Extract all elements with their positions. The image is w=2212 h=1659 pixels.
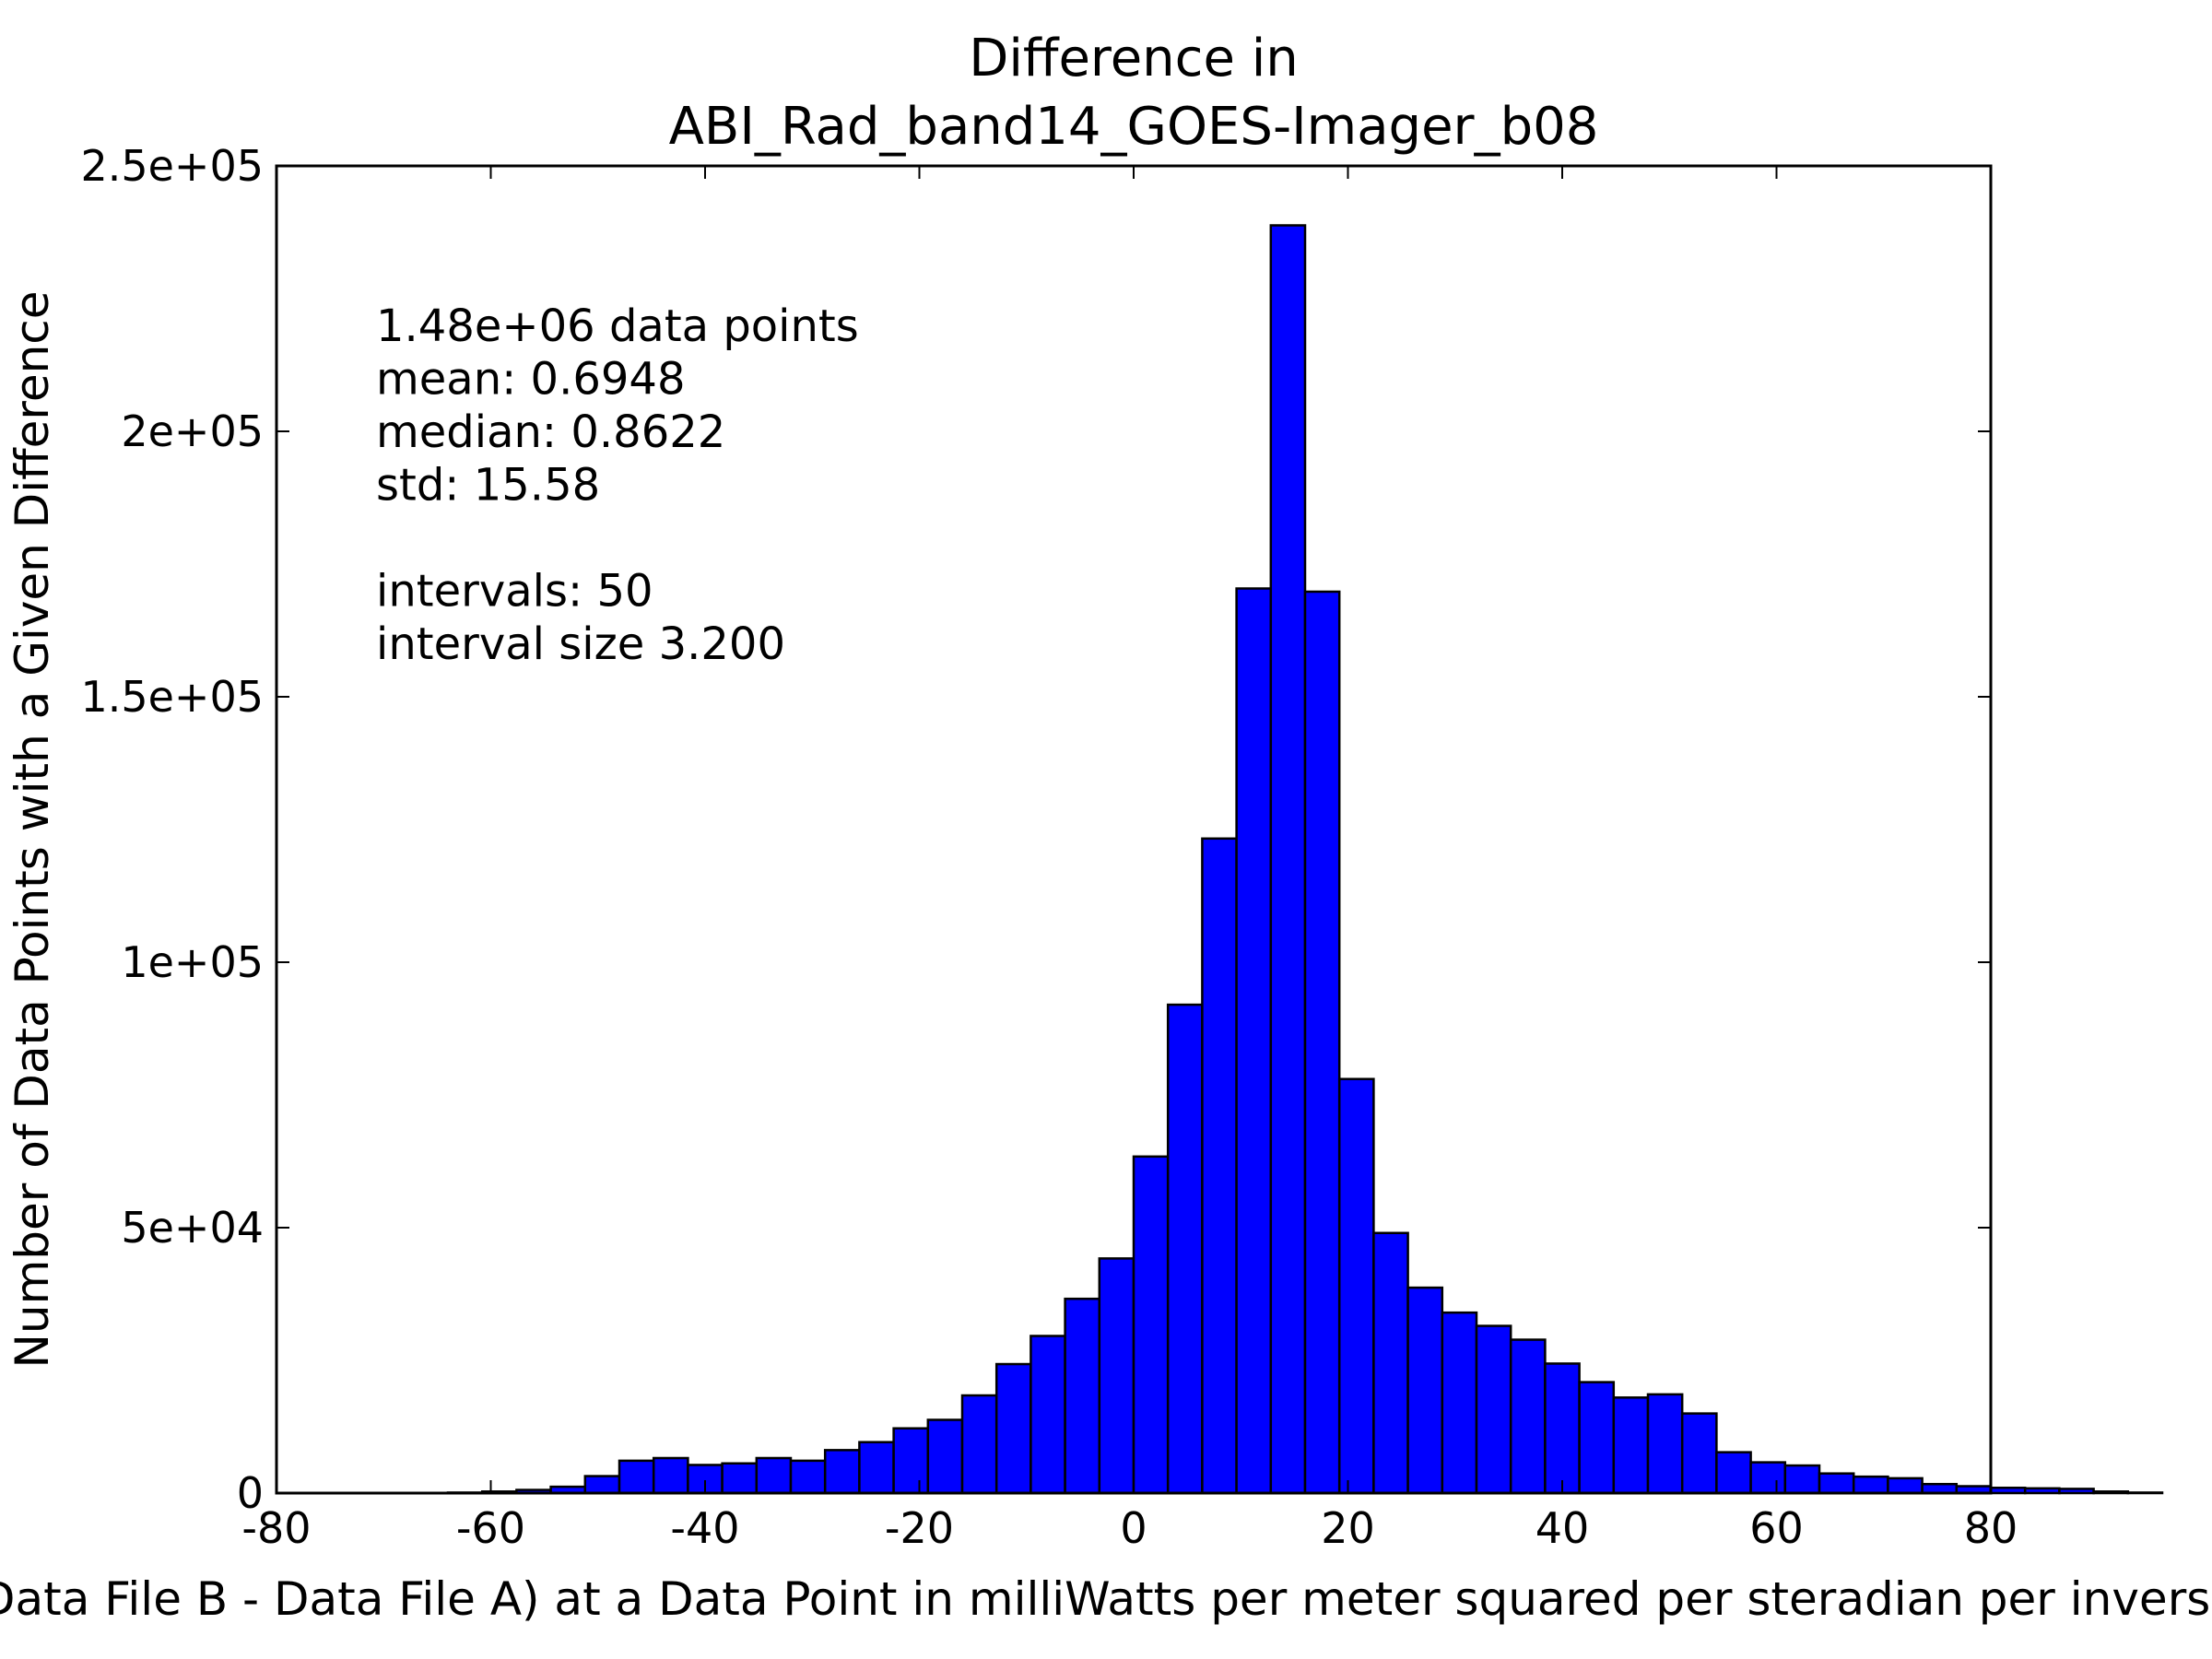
histogram-bar bbox=[2092, 1490, 2130, 1495]
histogram-bar bbox=[994, 1362, 1032, 1495]
histogram-bar bbox=[1749, 1461, 1787, 1495]
histogram-bar bbox=[652, 1456, 689, 1495]
histogram-bar bbox=[926, 1418, 964, 1495]
histogram-bar bbox=[1441, 1311, 1478, 1495]
histogram-bar bbox=[1578, 1381, 1616, 1495]
y-tick-label: 1.5e+05 bbox=[80, 672, 264, 722]
histogram-bar bbox=[1235, 587, 1273, 1495]
histogram-bar bbox=[1989, 1486, 2027, 1495]
x-tick-label: 60 bbox=[1749, 1503, 1804, 1553]
histogram-bars bbox=[446, 224, 2164, 1495]
annotation-line: mean: 0.6948 bbox=[376, 354, 686, 406]
y-axis-label: Number of Data Points with a Given Diffe… bbox=[6, 290, 59, 1368]
histogram-bar bbox=[1818, 1472, 1855, 1495]
histogram-bar bbox=[721, 1462, 759, 1495]
x-axis-label: Value of (Data File B - Data File A) at … bbox=[0, 1572, 2212, 1626]
histogram-bar bbox=[1098, 1257, 1135, 1495]
histogram-bar bbox=[1269, 224, 1307, 1495]
histogram-bar bbox=[618, 1459, 655, 1495]
histogram-bar bbox=[1166, 1003, 1204, 1495]
x-tick-label: -40 bbox=[670, 1503, 739, 1553]
histogram-bar bbox=[960, 1394, 998, 1495]
histogram-bar bbox=[1372, 1231, 1409, 1495]
histogram-bar bbox=[583, 1475, 621, 1495]
annotation-line: 1.48e+06 data points bbox=[376, 300, 859, 352]
histogram-bar bbox=[1030, 1335, 1066, 1495]
annotation-line: std: 15.58 bbox=[376, 460, 600, 512]
chart-title-line-2: ABI_Rad_band14_GOES-Imager_b08 bbox=[669, 97, 1599, 157]
histogram-bar bbox=[1132, 1155, 1170, 1495]
x-tick-label: 20 bbox=[1321, 1503, 1375, 1553]
plot-frame bbox=[275, 164, 1993, 1495]
histogram-bar bbox=[1201, 837, 1238, 1495]
x-tick-label: 40 bbox=[1535, 1503, 1590, 1553]
x-tick-label: -60 bbox=[456, 1503, 525, 1553]
chart-title-line-1: Difference in bbox=[969, 29, 1299, 88]
histogram-bar bbox=[1715, 1451, 1752, 1495]
histogram-bar bbox=[1680, 1412, 1718, 1495]
x-tick-label: 80 bbox=[1964, 1503, 2018, 1553]
histogram-bar bbox=[1303, 590, 1341, 1495]
histogram-bar bbox=[1646, 1393, 1684, 1495]
histogram-bar bbox=[755, 1456, 793, 1495]
y-tick-label: 1e+05 bbox=[121, 937, 264, 987]
y-tick-label: 5e+04 bbox=[121, 1203, 264, 1253]
y-tick-label: 2.5e+05 bbox=[80, 141, 264, 191]
histogram-bar bbox=[1064, 1297, 1101, 1495]
histogram-bar bbox=[1852, 1475, 1889, 1495]
y-tick-label: 2e+05 bbox=[121, 406, 264, 456]
annotation-line: median: 0.8622 bbox=[376, 406, 725, 458]
histogram-bar bbox=[1509, 1338, 1547, 1495]
histogram-bar bbox=[2023, 1487, 2061, 1495]
y-tick-label: 0 bbox=[237, 1468, 264, 1518]
x-tick-label: 0 bbox=[1120, 1503, 1147, 1553]
histogram-bar bbox=[1544, 1362, 1581, 1495]
x-tick-label: -20 bbox=[885, 1503, 954, 1553]
x-tick-label: -80 bbox=[241, 1503, 311, 1553]
histogram-bar bbox=[1337, 1077, 1375, 1495]
histogram-bar bbox=[858, 1441, 895, 1495]
histogram-bar bbox=[823, 1449, 861, 1495]
histogram-bar bbox=[1475, 1324, 1512, 1495]
histogram-bar bbox=[2126, 1491, 2164, 1495]
histogram-bar bbox=[1887, 1477, 1924, 1495]
annotation-line: intervals: 50 bbox=[376, 566, 653, 618]
histogram-bar bbox=[1612, 1396, 1650, 1495]
histogram-bar bbox=[2058, 1488, 2095, 1495]
histogram-bar bbox=[892, 1427, 930, 1495]
histogram-bar bbox=[789, 1459, 827, 1495]
annotation-line: interval size 3.200 bbox=[376, 618, 785, 670]
histogram-bar bbox=[1406, 1286, 1444, 1495]
histogram-bar bbox=[1783, 1464, 1821, 1495]
